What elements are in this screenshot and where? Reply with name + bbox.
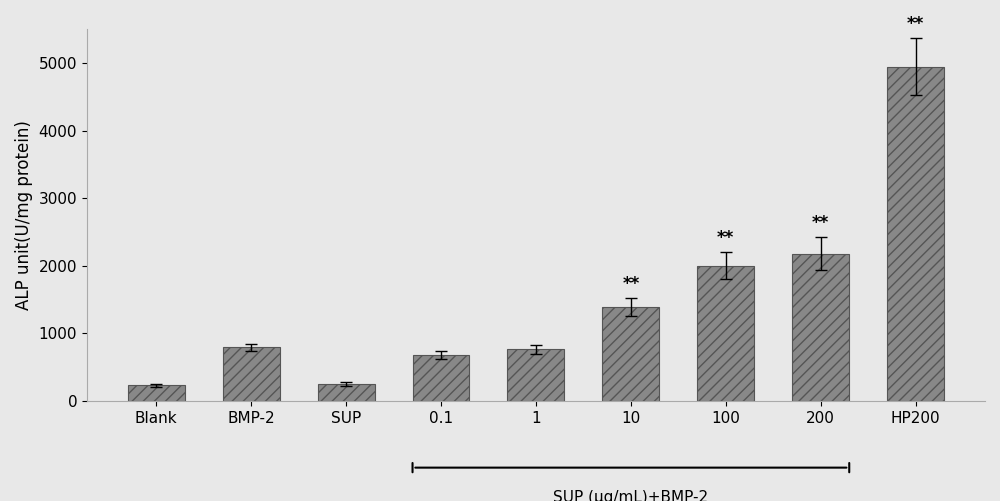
Bar <box>128 385 185 401</box>
Bar <box>792 254 849 401</box>
Bar <box>507 350 564 401</box>
Bar <box>223 348 280 401</box>
Bar <box>413 355 469 401</box>
Y-axis label: ALP unit(U/mg protein): ALP unit(U/mg protein) <box>15 120 33 310</box>
Bar <box>697 266 754 401</box>
Text: **: ** <box>812 214 829 232</box>
Text: SUP (μg/mL)+BMP-2: SUP (μg/mL)+BMP-2 <box>553 490 708 501</box>
Text: **: ** <box>717 229 734 247</box>
Bar <box>318 384 375 401</box>
Text: **: ** <box>907 15 924 33</box>
Text: **: ** <box>622 275 640 293</box>
Bar <box>887 67 944 401</box>
Bar <box>602 307 659 401</box>
